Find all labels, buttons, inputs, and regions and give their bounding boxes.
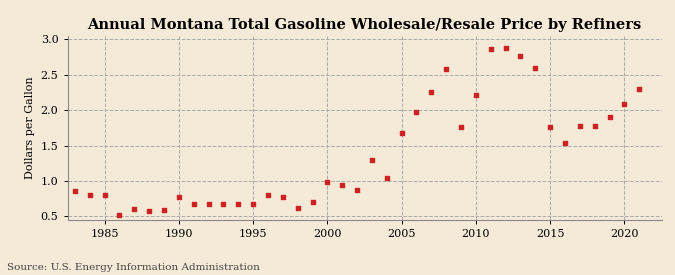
Point	[144, 208, 155, 213]
Point	[530, 65, 541, 70]
Point	[604, 114, 615, 119]
Y-axis label: Dollars per Gallon: Dollars per Gallon	[25, 76, 35, 179]
Point	[292, 206, 303, 210]
Point	[129, 207, 140, 211]
Point	[99, 193, 110, 197]
Point	[411, 110, 422, 114]
Point	[367, 158, 377, 162]
Point	[114, 213, 125, 217]
Point	[70, 189, 80, 193]
Text: Source: U.S. Energy Information Administration: Source: U.S. Energy Information Administ…	[7, 263, 260, 272]
Point	[574, 124, 585, 129]
Point	[233, 202, 244, 207]
Point	[456, 125, 466, 129]
Title: Annual Montana Total Gasoline Wholesale/Resale Price by Refiners: Annual Montana Total Gasoline Wholesale/…	[87, 18, 642, 32]
Point	[381, 176, 392, 180]
Point	[248, 202, 259, 207]
Point	[545, 125, 556, 129]
Point	[218, 202, 229, 207]
Point	[188, 202, 199, 206]
Point	[352, 187, 362, 192]
Point	[322, 180, 333, 184]
Point	[84, 193, 95, 197]
Point	[277, 194, 288, 199]
Point	[485, 47, 496, 51]
Point	[500, 46, 511, 50]
Point	[470, 92, 481, 97]
Point	[426, 90, 437, 95]
Point	[337, 182, 348, 187]
Point	[203, 202, 214, 206]
Point	[560, 141, 570, 145]
Point	[441, 67, 452, 71]
Point	[263, 193, 273, 197]
Point	[619, 101, 630, 106]
Point	[515, 54, 526, 59]
Point	[173, 194, 184, 199]
Point	[307, 200, 318, 205]
Point	[396, 131, 407, 135]
Point	[634, 87, 645, 91]
Point	[159, 208, 169, 212]
Point	[589, 123, 600, 128]
